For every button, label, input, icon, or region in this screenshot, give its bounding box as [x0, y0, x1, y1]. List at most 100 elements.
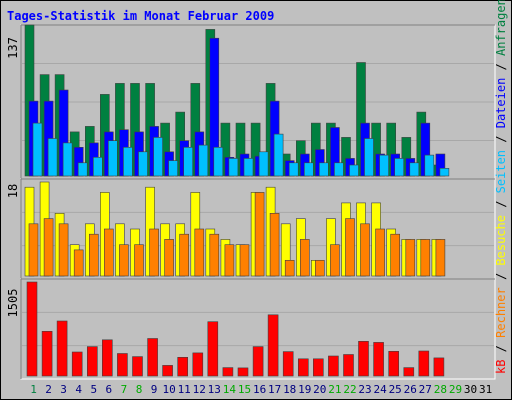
bar-kb-day-25: [388, 350, 400, 377]
bar-kb-day-16: [252, 346, 264, 377]
bar-rechner-day-28: [435, 239, 446, 277]
bar-rechner-day-26: [405, 239, 416, 277]
x-tick-label-day-13: 13: [208, 383, 221, 396]
legend-sep: /: [494, 266, 508, 288]
bar-kb-day-3: [56, 320, 68, 377]
bar-kb-day-5: [87, 346, 98, 377]
bar-rechner-day-4: [73, 249, 84, 277]
bar-rechner-day-16: [254, 192, 265, 277]
x-tick-label-day-21: 21: [328, 383, 341, 396]
bar-kb-day-7: [117, 353, 128, 377]
bar-seiten-day-16: [258, 151, 269, 177]
bar-kb-day-8: [132, 356, 143, 377]
x-tick-label-day-18: 18: [283, 383, 296, 396]
bar-rechner-day-14: [224, 244, 235, 277]
bar-kb-day-21: [328, 355, 339, 377]
top-panel-max-label: 137: [6, 37, 20, 59]
x-tick-label-day-28: 28: [434, 383, 447, 396]
bar-seiten-day-24: [379, 154, 389, 177]
bar-seiten-day-23: [364, 138, 374, 177]
bar-seiten-day-18: [288, 162, 299, 177]
bar-rechner-day-1: [28, 223, 39, 277]
bar-rechner-day-15: [239, 244, 250, 277]
bar-seiten-day-9: [153, 137, 163, 177]
bar-rechner-day-17: [269, 213, 280, 277]
bar-kb-day-27: [418, 350, 430, 377]
x-tick-label-day-31: 31: [479, 383, 492, 396]
bar-seiten-day-17: [273, 133, 284, 177]
bar-rechner-day-24: [375, 228, 385, 277]
bar-seiten-day-25: [394, 158, 405, 177]
x-tick-label-day-19: 19: [298, 383, 311, 396]
bottom-panel-max-label: 1505: [6, 289, 20, 318]
bar-seiten-day-10: [168, 160, 178, 177]
bar-kb-day-9: [147, 338, 158, 377]
bar-kb-day-17: [267, 314, 279, 377]
bar-kb-day-23: [358, 340, 369, 377]
bar-seiten-day-22: [349, 164, 359, 177]
bar-kb-day-14: [222, 367, 234, 377]
x-tick-label-day-22: 22: [343, 383, 356, 396]
legend-sep: /: [494, 338, 508, 360]
x-tick-label-day-2: 2: [45, 383, 52, 396]
bar-kb-day-18: [282, 351, 294, 377]
bar-rechner-day-25: [390, 233, 401, 277]
bar-seiten-day-12: [198, 144, 209, 177]
bar-seiten-day-21: [334, 162, 344, 177]
bar-rechner-day-13: [209, 233, 220, 277]
legend-sep: /: [494, 128, 508, 150]
bar-kb-day-19: [297, 358, 309, 377]
bar-seiten-day-19: [303, 162, 314, 177]
legend-besuche: Besuche: [494, 215, 508, 266]
bar-seiten-day-3: [62, 142, 73, 177]
legend-sep: /: [494, 193, 508, 215]
legend-sep: /: [494, 56, 508, 78]
bar-kb-day-6: [102, 339, 113, 377]
x-tick-label-day-9: 9: [151, 383, 158, 396]
bar-rechner-day-11: [179, 233, 189, 277]
bar-rechner-day-20: [314, 259, 325, 277]
bar-rechner-day-3: [58, 223, 69, 277]
bar-seiten-day-2: [47, 138, 58, 177]
bar-rechner-day-23: [360, 223, 370, 277]
x-tick-label-day-27: 27: [419, 383, 432, 396]
bar-rechner-day-10: [164, 239, 174, 277]
bar-seiten-day-1: [32, 122, 43, 177]
middle-panel-bars: [24, 181, 446, 277]
bar-rechner-day-6: [104, 228, 114, 277]
bar-rechner-day-27: [420, 239, 431, 277]
bar-kb-day-24: [373, 342, 384, 377]
x-tick-label-day-11: 11: [178, 383, 191, 396]
x-tick-label-day-1: 1: [30, 383, 37, 396]
bar-kb-day-10: [162, 365, 173, 377]
x-tick-label-day-5: 5: [90, 383, 97, 396]
x-tick-label-day-7: 7: [121, 383, 128, 396]
legend-anfragen: Anfragen: [494, 0, 508, 56]
bar-kb-day-12: [192, 352, 204, 377]
x-tick-label-day-8: 8: [136, 383, 143, 396]
bar-seiten-day-13: [213, 147, 224, 177]
bar-kb-day-2: [41, 330, 53, 377]
bar-rechner-day-19: [299, 239, 310, 277]
bar-seiten-day-28: [439, 168, 450, 177]
x-tick-label-day-26: 26: [404, 383, 417, 396]
bar-rechner-day-22: [345, 218, 355, 277]
x-tick-label-day-16: 16: [253, 383, 266, 396]
legend-rechner: Rechner: [494, 287, 508, 338]
x-tick-label-day-4: 4: [75, 383, 82, 396]
x-tick-label-day-24: 24: [373, 383, 387, 396]
bar-seiten-day-7: [123, 147, 133, 177]
bar-rechner-day-5: [89, 233, 99, 277]
bar-seiten-day-4: [77, 162, 88, 177]
x-tick-label-day-25: 25: [389, 383, 402, 396]
x-tick-label-day-30: 30: [464, 383, 477, 396]
bar-seiten-day-15: [243, 158, 254, 177]
x-tick-label-day-17: 17: [268, 383, 281, 396]
x-tick-label-day-10: 10: [162, 383, 175, 396]
x-tick-label-day-14: 14: [223, 383, 237, 396]
bar-kb-day-11: [177, 356, 188, 377]
top-panel-bars: [24, 24, 450, 177]
bar-kb-day-20: [312, 358, 324, 377]
bar-kb-day-28: [433, 357, 445, 377]
